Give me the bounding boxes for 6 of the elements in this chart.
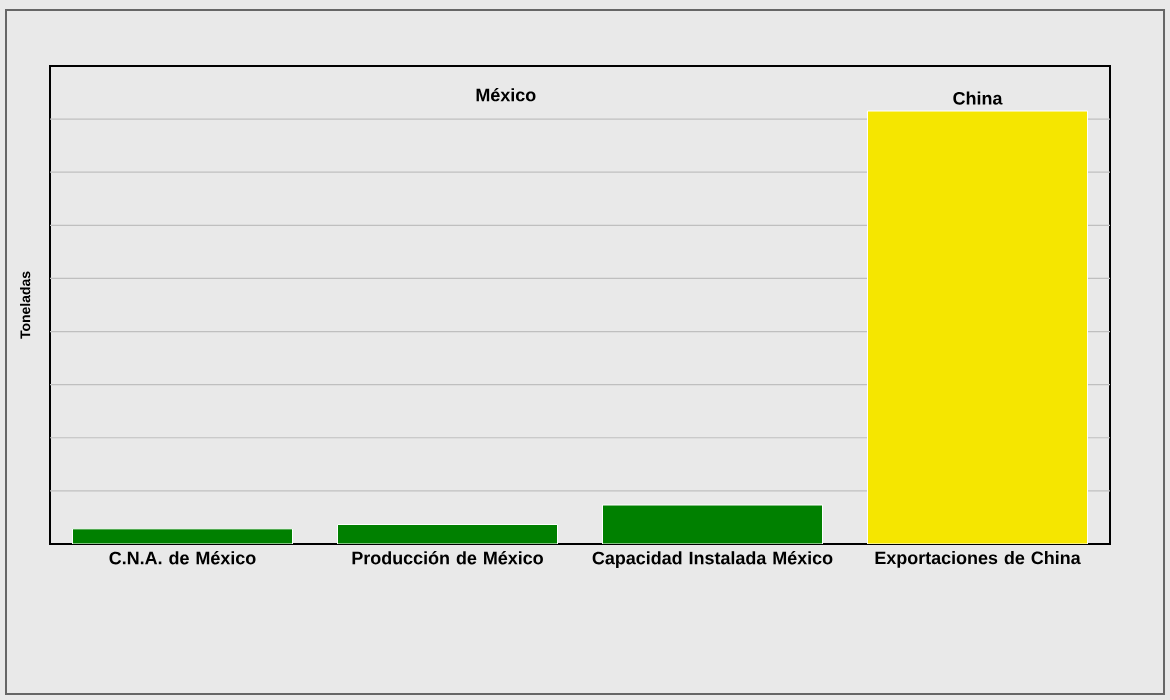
annotation: China: [953, 91, 1003, 105]
text: México: [476, 88, 536, 102]
x-tick-label: Producción de México: [352, 551, 543, 565]
x-tick-label: Exportaciones de China: [875, 551, 1081, 568]
x-tick-label: Capacidad Instalada México: [592, 551, 833, 568]
x-tick-label: C.N.A. de México: [109, 551, 256, 565]
